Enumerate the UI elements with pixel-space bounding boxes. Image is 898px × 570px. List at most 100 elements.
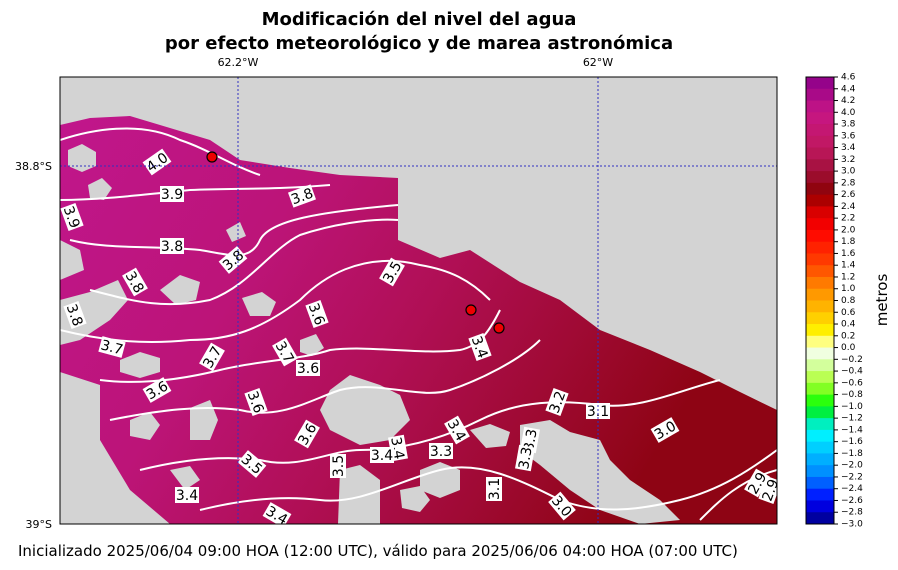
colorbar-segment [806, 429, 834, 443]
colorbar-segment [806, 182, 834, 196]
contour-label-bg [545, 387, 569, 417]
contour-label: 3.4 [370, 447, 394, 464]
colorbar-segment [806, 124, 834, 137]
colorbar-segment [806, 441, 834, 454]
contour-label-bg [63, 300, 87, 330]
colorbar-tick-label: −0.8 [841, 390, 863, 400]
contour-label-bg [160, 238, 184, 254]
colorbar-tick-label: −1.2 [841, 414, 863, 424]
contour-label: 3.2 [545, 387, 570, 417]
contour-label: 3.5 [330, 454, 347, 478]
map-frame [59, 76, 778, 525]
colorbar-tick-label: −0.6 [841, 378, 863, 388]
contour-label: 3.4 [468, 332, 492, 362]
colorbar-segment [806, 371, 834, 384]
contour-label-text: 3.7 [99, 337, 125, 358]
colorbar-tick-label: −0.4 [841, 367, 863, 377]
colorbar-tick-label: 2.2 [841, 214, 855, 224]
contour-label-bg [287, 184, 317, 208]
contour-label-bg [60, 202, 84, 232]
contour-label-bg [175, 487, 199, 503]
colorbar-segment [806, 465, 834, 478]
colorbar-segment [806, 171, 834, 184]
colorbar-segment [806, 288, 834, 301]
contour-label: 3.8 [160, 238, 184, 255]
stations [206, 151, 505, 334]
colorbar-segment [806, 418, 834, 431]
contour-label-text: 2.9 [760, 477, 783, 503]
colorbar-segment [806, 335, 834, 349]
colorbar-tick-label: −1.0 [841, 402, 863, 412]
contour-label-bg [296, 360, 320, 376]
contour-label: 3.9 [160, 186, 184, 203]
lat-label: 38.8°S [15, 160, 52, 173]
colorbar-tick-label: −2.8 [841, 508, 863, 518]
colorbar-tick-label: 2.4 [841, 202, 856, 212]
colorbar-tick-label: 0.0 [841, 343, 856, 353]
colorbar-segment [806, 241, 834, 254]
colorbar-segment [806, 359, 834, 372]
contour-label-bg [468, 332, 492, 362]
contour-label-bg [142, 148, 172, 176]
contour-label: 3.3 [429, 443, 453, 460]
footer: Inicializado 2025/06/04 09:00 HOA (12:00… [18, 542, 738, 560]
contour-label-bg [650, 417, 680, 443]
contour-label: 3.3 [515, 444, 536, 472]
contour-label-text: 3.5 [331, 455, 347, 477]
contour-label: 3.8 [287, 184, 317, 209]
colorbar-tick-label: 3.2 [841, 155, 855, 165]
contour-label-text: 3.4 [371, 448, 393, 464]
colorbar-tick-label: 1.8 [841, 237, 856, 247]
contour-label-bg [429, 443, 453, 459]
contour-label-text: 3.3 [516, 446, 536, 471]
colorbar-tick-label: −2.4 [841, 484, 863, 494]
colorbar-tick-label: 2.6 [841, 190, 856, 200]
colorbar-tick-label: 2.0 [841, 225, 856, 235]
colorbar-segment [806, 347, 834, 360]
contour-label: 3.6 [296, 360, 320, 377]
colorbar-tick-label: 0.8 [841, 296, 856, 306]
colorbar-tick-label: 1.0 [841, 284, 856, 294]
contour-label-bg [122, 267, 148, 297]
colorbar-segment [806, 394, 834, 407]
contour-label: 3.7 [98, 336, 126, 359]
colorbar-segment [806, 194, 834, 207]
colorbar-tick-label: 1.6 [841, 249, 856, 259]
colorbar-tick-label: 0.2 [841, 331, 855, 341]
contour-label-text: 3.4 [176, 488, 198, 504]
contour-label-text: 3.1 [487, 478, 503, 500]
colorbar-segment [806, 159, 834, 172]
lat-label: 39°S [26, 518, 52, 531]
contour-label: 3.8 [63, 300, 87, 330]
colorbar-tick-label: −0.2 [841, 355, 863, 365]
colorbar-segment [806, 488, 834, 501]
colorbar-tick-label: 4.0 [841, 108, 856, 118]
contour-label-text: 3.3 [430, 444, 452, 460]
contour-label-bg [548, 491, 576, 521]
colorbar-segment [806, 88, 834, 102]
colorbar-segment [806, 382, 834, 396]
colorbar-tick-label: −2.6 [841, 496, 863, 506]
colorbar-tick-label: −2.2 [841, 472, 863, 482]
contour-label-text: 3.9 [60, 204, 83, 230]
contour-label-text: 3.6 [244, 389, 267, 415]
contour-label-bg [218, 246, 248, 274]
contour-label-bg [142, 377, 172, 403]
contour-label-bg [515, 444, 535, 472]
contour-label-bg [305, 299, 329, 329]
colorbar-tick-label: −2.0 [841, 461, 863, 471]
colorbar-segment [806, 253, 834, 266]
contour-label: 3.6 [244, 387, 268, 417]
contour-label-bg [262, 502, 292, 524]
colorbar-segment [806, 300, 834, 313]
colorbar-tick-label: 3.8 [841, 120, 856, 130]
contour-label-text: 3.8 [289, 186, 315, 209]
colorbar-segment [806, 77, 834, 90]
contour-label-text: 3.2 [547, 389, 570, 415]
colorbar-segment [806, 512, 834, 525]
contour-label-bg [744, 468, 770, 498]
colorbar-label: metros [873, 274, 891, 327]
colorbar-segment [806, 218, 834, 231]
